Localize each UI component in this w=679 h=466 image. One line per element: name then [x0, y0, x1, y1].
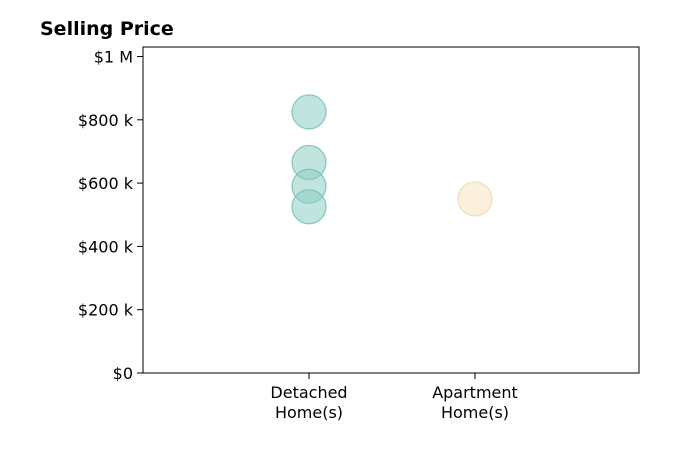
y-axis: $0 $200 k $400 k $600 k $800 k $1 M [78, 47, 143, 383]
y-tick-label: $800 k [78, 111, 134, 130]
y-tick-label: $600 k [78, 174, 134, 193]
x-tick-label-line: Apartment [432, 383, 518, 402]
plot-area-frame [142, 46, 640, 374]
y-tick-label: $400 k [78, 237, 134, 256]
x-tick-label: Detached Home(s) [270, 383, 347, 422]
data-point-circle [457, 181, 493, 217]
x-tick-label: Apartment Home(s) [432, 383, 518, 422]
data-point-circle [291, 189, 327, 225]
y-tick-label: $200 k [78, 301, 134, 320]
x-tick-label-line: Home(s) [441, 403, 509, 422]
chart-title: Selling Price [40, 18, 174, 40]
x-tick-label-line: Home(s) [275, 403, 343, 422]
x-tick-label-line: Detached [270, 383, 347, 402]
data-points [291, 94, 493, 225]
x-axis: Detached Home(s)Apartment Home(s) [270, 373, 518, 422]
y-tick-label: $1 M [94, 47, 133, 66]
data-point-circle [291, 94, 327, 130]
y-tick-label: $0 [113, 364, 133, 383]
